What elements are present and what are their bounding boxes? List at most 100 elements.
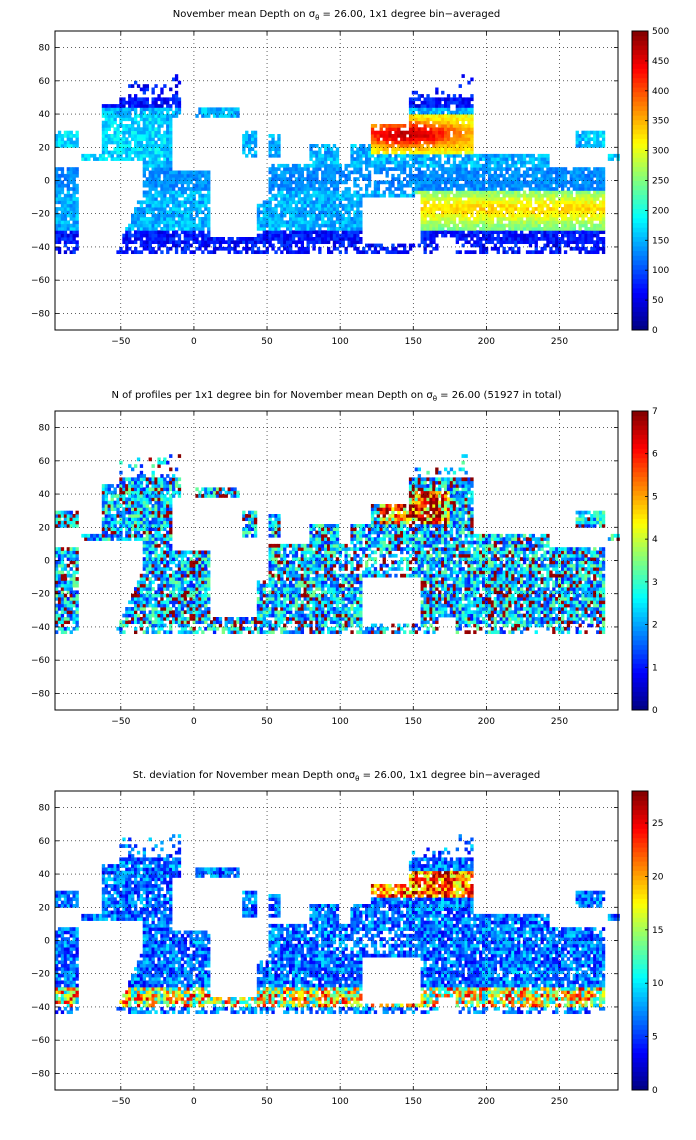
heatmap-cell <box>265 207 269 211</box>
heatmap-cell <box>303 233 307 238</box>
heatmap-cell <box>347 240 351 245</box>
colorbar-tick-label: 300 <box>652 147 669 157</box>
heatmap-cell <box>493 223 498 228</box>
heatmap-cell <box>55 177 59 181</box>
heatmap-cell <box>154 150 158 155</box>
heatmap-cell <box>391 144 395 148</box>
heatmap-cell <box>55 223 59 228</box>
heatmap-cell <box>449 97 454 102</box>
heatmap-cell <box>131 150 135 155</box>
heatmap-cell <box>490 153 495 158</box>
heatmap-cell <box>55 180 59 185</box>
heatmap-cell <box>590 183 594 188</box>
heatmap-cell <box>324 163 328 168</box>
heatmap-cell <box>417 137 422 142</box>
heatmap-cell <box>69 560 73 565</box>
heatmap-cell <box>201 233 205 238</box>
heatmap-cell <box>104 533 109 538</box>
colorbar-tick-label: 350 <box>652 117 669 127</box>
heatmap-cell <box>55 167 59 171</box>
heatmap-cell <box>449 210 454 215</box>
heatmap-cell <box>69 580 73 585</box>
heatmap-cell <box>578 227 582 231</box>
colorbar-segment <box>632 49 648 55</box>
heatmap-cell <box>505 207 509 211</box>
heatmap-cell <box>563 243 568 248</box>
heatmap-cell <box>540 183 544 188</box>
heatmap-cell <box>60 617 65 621</box>
heatmap-cell <box>426 197 430 201</box>
heatmap-cell <box>297 233 302 238</box>
heatmap-cell <box>332 190 337 195</box>
heatmap-cell <box>394 160 398 165</box>
heatmap-cell <box>116 153 120 158</box>
heatmap-cell <box>525 160 530 165</box>
heatmap-cell <box>145 203 150 208</box>
heatmap-cell <box>113 114 117 118</box>
heatmap-cell <box>66 223 71 228</box>
heatmap-cell <box>69 593 73 598</box>
heatmap-cell <box>291 167 296 171</box>
heatmap-cell <box>438 183 442 188</box>
heatmap-cell <box>555 240 559 245</box>
heatmap-cell <box>581 233 585 238</box>
heatmap-cell <box>353 200 357 205</box>
heatmap-cell <box>335 233 340 238</box>
heatmap-cell <box>370 137 375 142</box>
heatmap-cell <box>245 153 249 158</box>
heatmap-cell <box>511 213 515 218</box>
heatmap-cell <box>561 230 565 235</box>
heatmap-cell <box>575 246 579 251</box>
heatmap-cell <box>271 137 275 142</box>
heatmap-cell <box>370 193 375 198</box>
heatmap-cell <box>327 163 331 168</box>
heatmap-cell <box>142 84 147 88</box>
heatmap-cell <box>482 220 486 225</box>
heatmap-cell <box>306 193 310 198</box>
heatmap-cell <box>359 250 363 255</box>
heatmap-cell <box>470 110 474 115</box>
heatmap-cell <box>163 177 167 181</box>
heatmap-cell <box>394 167 398 171</box>
heatmap-cell <box>195 180 199 185</box>
heatmap-cell <box>154 144 158 148</box>
heatmap-cell <box>300 213 305 218</box>
heatmap-cell <box>382 190 386 195</box>
heatmap-cell <box>572 210 577 215</box>
heatmap-cell <box>359 150 363 155</box>
heatmap-cell <box>148 177 152 181</box>
heatmap-cell <box>563 213 568 218</box>
heatmap-cell <box>297 173 302 178</box>
heatmap-cell <box>540 207 544 211</box>
heatmap-cell <box>584 180 588 185</box>
heatmap-cell <box>60 237 65 241</box>
heatmap-cell <box>55 237 59 241</box>
heatmap-cell <box>268 230 272 235</box>
heatmap-cell <box>227 240 231 245</box>
heatmap-cell <box>274 237 278 241</box>
heatmap-cell <box>72 240 76 245</box>
heatmap-cell <box>215 110 220 115</box>
heatmap-cell <box>487 193 492 198</box>
heatmap-cell <box>593 223 597 228</box>
heatmap-cell <box>69 203 73 208</box>
heatmap-cell <box>546 203 550 208</box>
heatmap-cell <box>294 230 299 235</box>
heatmap-cell <box>268 167 272 171</box>
heatmap-cell <box>458 130 462 135</box>
heatmap-cell <box>441 107 445 112</box>
heatmap-cell <box>312 227 316 231</box>
heatmap-cell <box>420 157 424 161</box>
heatmap-cell <box>420 117 424 122</box>
heatmap-cell <box>172 197 176 201</box>
heatmap-cell <box>271 173 275 178</box>
heatmap-cell <box>215 237 220 241</box>
heatmap-cell <box>432 104 436 108</box>
heatmap-cell <box>470 197 474 201</box>
heatmap-cell <box>373 250 378 255</box>
heatmap-cell <box>166 177 170 181</box>
heatmap-cell <box>394 124 398 128</box>
heatmap-cell <box>452 130 457 135</box>
heatmap-cell <box>520 220 524 225</box>
heatmap-cell <box>400 180 404 185</box>
